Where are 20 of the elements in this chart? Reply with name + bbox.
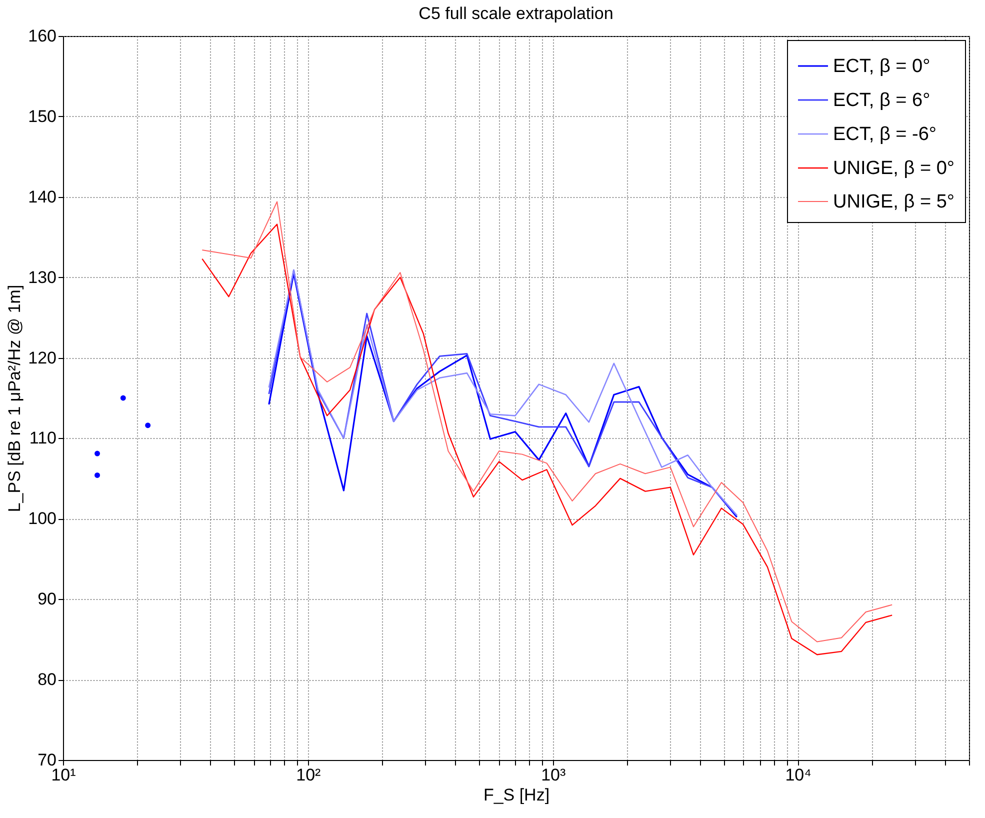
legend-label: ECT, β = 6° [833,90,930,111]
y-tick-label: 80 [38,670,56,690]
x-tick-label: 10² [296,766,322,784]
legend-label: ECT, β = -6° [833,124,937,145]
y-tick-label: 140 [28,187,56,206]
chart-title: C5 full scale extrapolation [418,4,614,23]
y-tick-label: 160 [28,26,56,46]
legend-label: UNIGE, β = 0° [833,158,954,179]
y-axis-title: L_PS [dB re 1 μPa²/Hz @ 1m] [5,284,24,512]
y-tick-label: 120 [28,348,56,368]
y-tick-label: 110 [29,428,56,448]
legend-label: ECT, β = 0° [833,56,930,77]
x-tick-label: 10⁴ [785,766,812,784]
y-tick-label: 130 [28,268,56,287]
legend-label: UNIGE, β = 5° [833,192,954,212]
y-tick-label: 90 [38,590,56,609]
x-tick-label: 10³ [541,766,566,784]
x-axis-title: F_S [Hz] [483,786,550,804]
y-tick-label: 100 [28,509,56,528]
y-tick-label: 150 [28,106,56,126]
